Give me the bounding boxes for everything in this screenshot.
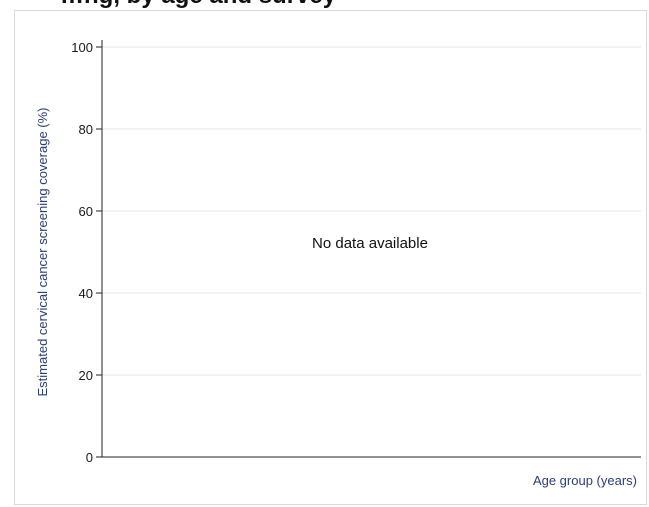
y-tick-label-60: 60	[79, 204, 93, 219]
y-tick-label-40: 40	[79, 286, 93, 301]
no-data-message: No data available	[312, 235, 428, 252]
y-axis-title: Estimated cervical cancer screening cove…	[35, 107, 50, 396]
gridlines	[102, 46, 641, 376]
y-ticks: 0 20 40 60 80 100	[71, 40, 102, 465]
x-axis-title: Age group (years)	[533, 473, 637, 488]
chart-panel	[14, 10, 647, 505]
chart-title: …ng, by age and survey	[60, 0, 620, 9]
y-tick-label-20: 20	[79, 368, 93, 383]
y-tick-label-80: 80	[79, 122, 93, 137]
y-tick-label-0: 0	[86, 450, 93, 465]
y-tick-label-100: 100	[71, 40, 93, 55]
